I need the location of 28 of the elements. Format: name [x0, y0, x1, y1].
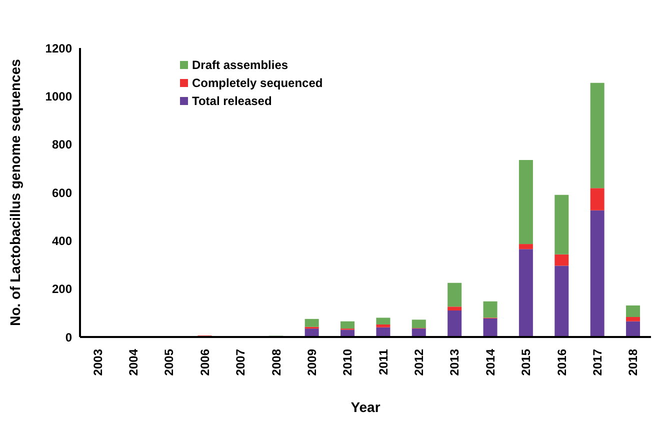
x-tick-label: 2014: [483, 348, 498, 376]
x-tick-label: 2016: [554, 348, 569, 376]
legend-label: Draft assemblies: [192, 58, 288, 72]
x-tick-label: 2004: [126, 348, 141, 376]
x-tick-label: 2006: [198, 348, 212, 376]
y-tick-label: 0: [65, 330, 72, 344]
y-tick-label: 1200: [45, 41, 72, 56]
x-tick-label: 2008: [269, 348, 284, 376]
legend-label: Completely sequenced: [192, 76, 323, 90]
x-tick-label: 2007: [234, 348, 248, 376]
x-tick-label: 2003: [90, 348, 105, 376]
y-tick-label: 800: [52, 138, 72, 152]
y-tick-label: 400: [52, 234, 72, 248]
y-tick-label: 200: [52, 282, 72, 296]
x-tick-label: 2015: [519, 348, 534, 376]
x-axis-title: Year: [350, 399, 381, 415]
x-tick-label: 2009: [304, 348, 319, 376]
x-tick-label: 2017: [590, 348, 604, 376]
y-axis-title: No. of Lactobacillus genome sequences: [7, 58, 23, 326]
x-tick-label: 2018: [626, 348, 640, 376]
x-tick-label: 2012: [412, 348, 426, 376]
y-tick-label: 1000: [45, 89, 72, 104]
y-tick-label: 600: [52, 186, 72, 200]
x-tick-label: 2010: [340, 348, 355, 376]
x-tick-label: 2005: [162, 348, 176, 376]
legend-label: Total released: [192, 94, 272, 108]
x-tick-label: 2011: [376, 348, 390, 376]
x-tick-label: 2013: [448, 348, 462, 376]
